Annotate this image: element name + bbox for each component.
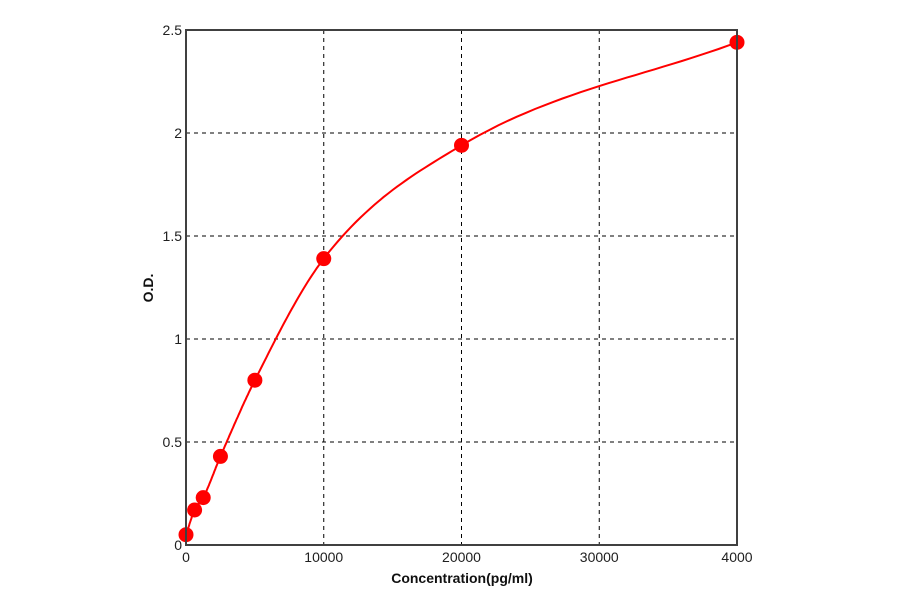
- data-point-marker: [195, 490, 211, 506]
- data-point-marker: [212, 448, 228, 464]
- plot-frame: [185, 29, 738, 546]
- x-tick-label: 10000: [304, 549, 343, 565]
- gridlines: [186, 30, 737, 545]
- y-tick-label: 1: [174, 331, 182, 347]
- x-tick-label: 20000: [442, 549, 481, 565]
- y-axis-ticks: 0 0.5 1 1.5 2 2.5: [163, 22, 183, 553]
- data-point-marker: [187, 502, 203, 518]
- data-points: [178, 34, 745, 543]
- data-point-marker: [247, 372, 263, 388]
- x-tick-label: 0: [182, 549, 190, 565]
- y-tick-label: 0: [174, 537, 182, 553]
- y-tick-label: 0.5: [163, 434, 183, 450]
- x-axis-title: Concentration(pg/ml): [391, 570, 533, 586]
- y-axis-title: O.D.: [140, 274, 156, 303]
- data-point-marker: [454, 137, 469, 153]
- x-axis-ticks: 0 10000 20000 30000 4000: [182, 549, 753, 565]
- x-tick-label: 4000: [721, 549, 752, 565]
- data-point-marker: [316, 251, 332, 267]
- y-tick-label: 2: [174, 125, 182, 141]
- y-tick-label: 2.5: [163, 22, 183, 38]
- y-tick-label: 1.5: [163, 228, 183, 244]
- x-tick-label: 30000: [580, 549, 619, 565]
